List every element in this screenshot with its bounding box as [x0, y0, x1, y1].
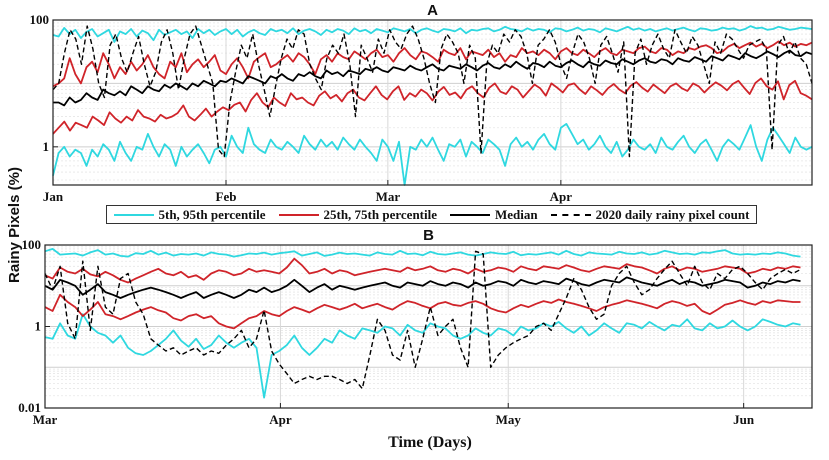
legend-item-median: Median — [450, 207, 538, 223]
x-tick-label: Apr — [550, 189, 573, 204]
x-tick-label: Apr — [269, 412, 292, 427]
legend-label: 2020 daily rainy pixel count — [595, 206, 750, 222]
series-line — [44, 257, 801, 284]
legend-swatch-dashed — [550, 213, 591, 216]
y-tick-label: 100 — [22, 237, 42, 252]
y-tick-label: 1 — [35, 319, 42, 334]
series-line — [52, 25, 813, 43]
series-line — [44, 276, 801, 299]
legend-item-25th-75th: 25th, 75th percentile — [278, 206, 438, 223]
y-tick-label: 0.01 — [18, 400, 41, 415]
legend-swatch-cyan — [113, 213, 154, 216]
x-tick-label: Jan — [43, 189, 64, 204]
x-tick-label: Mar — [33, 412, 58, 427]
y-axis-label: Rainy Pixels (%) — [6, 167, 23, 283]
series-line — [52, 25, 813, 158]
series-line — [52, 77, 813, 135]
y-tick-label: 100 — [30, 12, 50, 27]
x-axis-label: Time (Days) — [388, 434, 472, 451]
legend-swatch-black — [450, 213, 490, 216]
legend-label: Median — [495, 206, 538, 222]
x-tick-label: Jun — [733, 412, 755, 427]
panel-title: A — [427, 2, 438, 19]
panel-b: 0.01 1 100 Mar Apr May Jun B — [18, 227, 813, 427]
x-tick-label: Mar — [376, 189, 401, 204]
legend-item-2020: 2020 daily rainy pixel count — [550, 206, 750, 223]
plot-frame — [52, 19, 813, 186]
legend-label: 5th, 95th percentile — [158, 206, 266, 222]
x-tick-label: May — [496, 412, 522, 427]
panel-a: 1 100 Jan Feb Mar Apr A — [30, 2, 813, 204]
series-line — [52, 123, 813, 186]
panel-title: B — [423, 227, 434, 244]
legend-item-5th-95th: 5th, 95th percentile — [113, 206, 266, 223]
legend-label: 25th, 75th percentile — [323, 206, 438, 222]
series-line — [44, 250, 801, 390]
series-line — [44, 247, 801, 258]
x-tick-label: Feb — [216, 189, 237, 204]
legend: 5th, 95th percentile 25th, 75th percenti… — [106, 205, 757, 224]
series-line — [44, 313, 801, 399]
series-line — [44, 293, 801, 330]
legend-swatch-red — [278, 213, 319, 216]
y-tick-label: 1 — [43, 139, 50, 154]
